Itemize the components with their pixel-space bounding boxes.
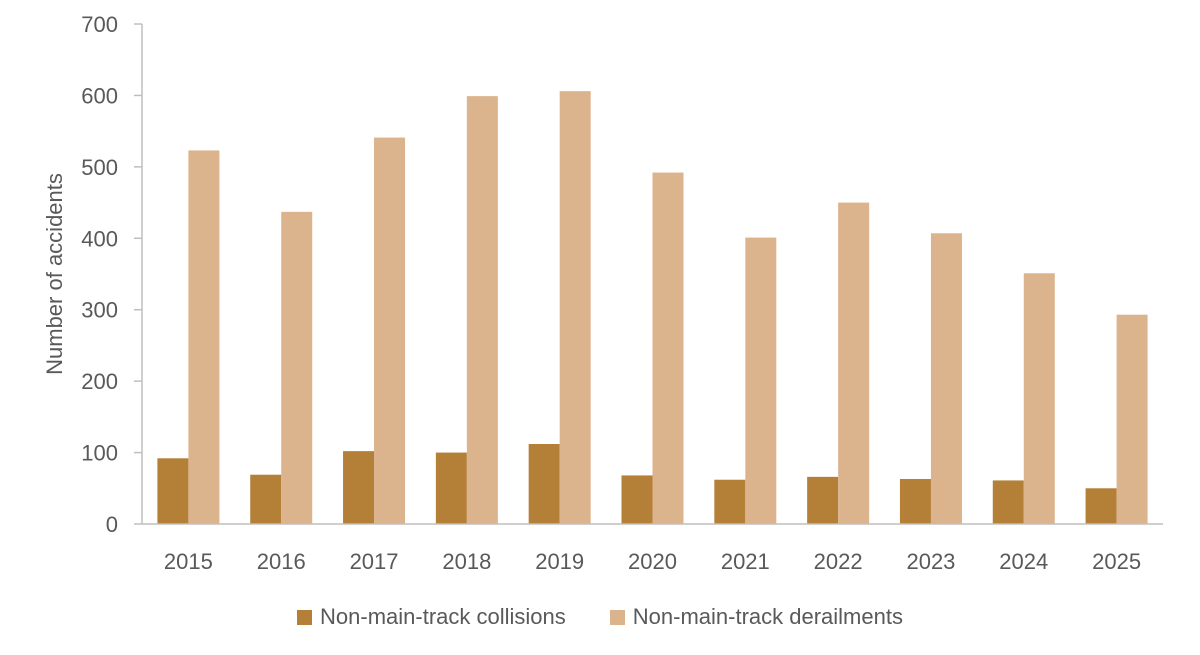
y-tick-label: 200 [81,369,118,394]
legend-swatch-collisions [297,609,313,625]
bar-derailments [1116,314,1148,524]
y-axis-title: Number of accidents [42,173,67,375]
y-tick-label: 500 [81,155,118,180]
x-tick-label: 2019 [535,549,584,574]
bar-derailments [281,211,313,524]
x-tick-label: 2015 [164,549,213,574]
x-tick-label: 2022 [814,549,863,574]
legend-item-collisions: Non-main-track collisions [297,604,566,630]
x-tick-label: 2018 [442,549,491,574]
bar-collisions [714,479,746,524]
x-tick-label: 2023 [906,549,955,574]
bar-collisions [435,452,467,524]
y-tick-label: 0 [106,512,118,537]
legend: Non-main-track collisions Non-main-track… [0,600,1200,634]
bar-collisions [992,480,1024,524]
bar-derailments [745,237,777,525]
y-tick-label: 700 [81,12,118,37]
bar-derailments [1023,273,1055,524]
legend-item-derailments: Non-main-track derailments [609,604,903,630]
bar-derailments [466,96,498,525]
bars [157,91,1148,525]
x-tick-label: 2025 [1092,549,1141,574]
bar-collisions [807,476,839,524]
legend-label-derailments: Non-main-track derailments [632,604,903,629]
y-tick-label: 600 [81,83,118,108]
bar-collisions [899,479,931,524]
bar-collisions [1085,488,1117,524]
bar-collisions [343,451,375,524]
x-tick-label: 2017 [350,549,399,574]
y-tick-label: 100 [81,441,118,466]
bar-derailments [374,137,406,525]
x-tick-label: 2020 [628,549,677,574]
y-tick-label: 400 [81,226,118,251]
x-tick-label: 2016 [257,549,306,574]
bar-collisions [528,444,560,524]
bar-derailments [559,91,591,525]
bar-derailments [838,202,870,525]
bar-collisions [157,458,189,524]
legend-swatch-derailments [609,609,625,625]
legend-label-collisions: Non-main-track collisions [320,604,566,629]
bar-derailments [652,172,684,525]
x-tick-label: 2024 [999,549,1048,574]
bar-derailments [188,150,220,524]
y-tick-label: 300 [81,298,118,323]
x-axis: 2015 2016 2017 2018 2019 2020 2021 2022 2023 2024… [142,523,1163,574]
bar-collisions [250,474,282,524]
y-axis: 0 100 200 300 400 500 600 700 [81,12,143,537]
bar-collisions [621,475,653,524]
bar-derailments [930,233,962,525]
x-tick-label: 2021 [721,549,770,574]
